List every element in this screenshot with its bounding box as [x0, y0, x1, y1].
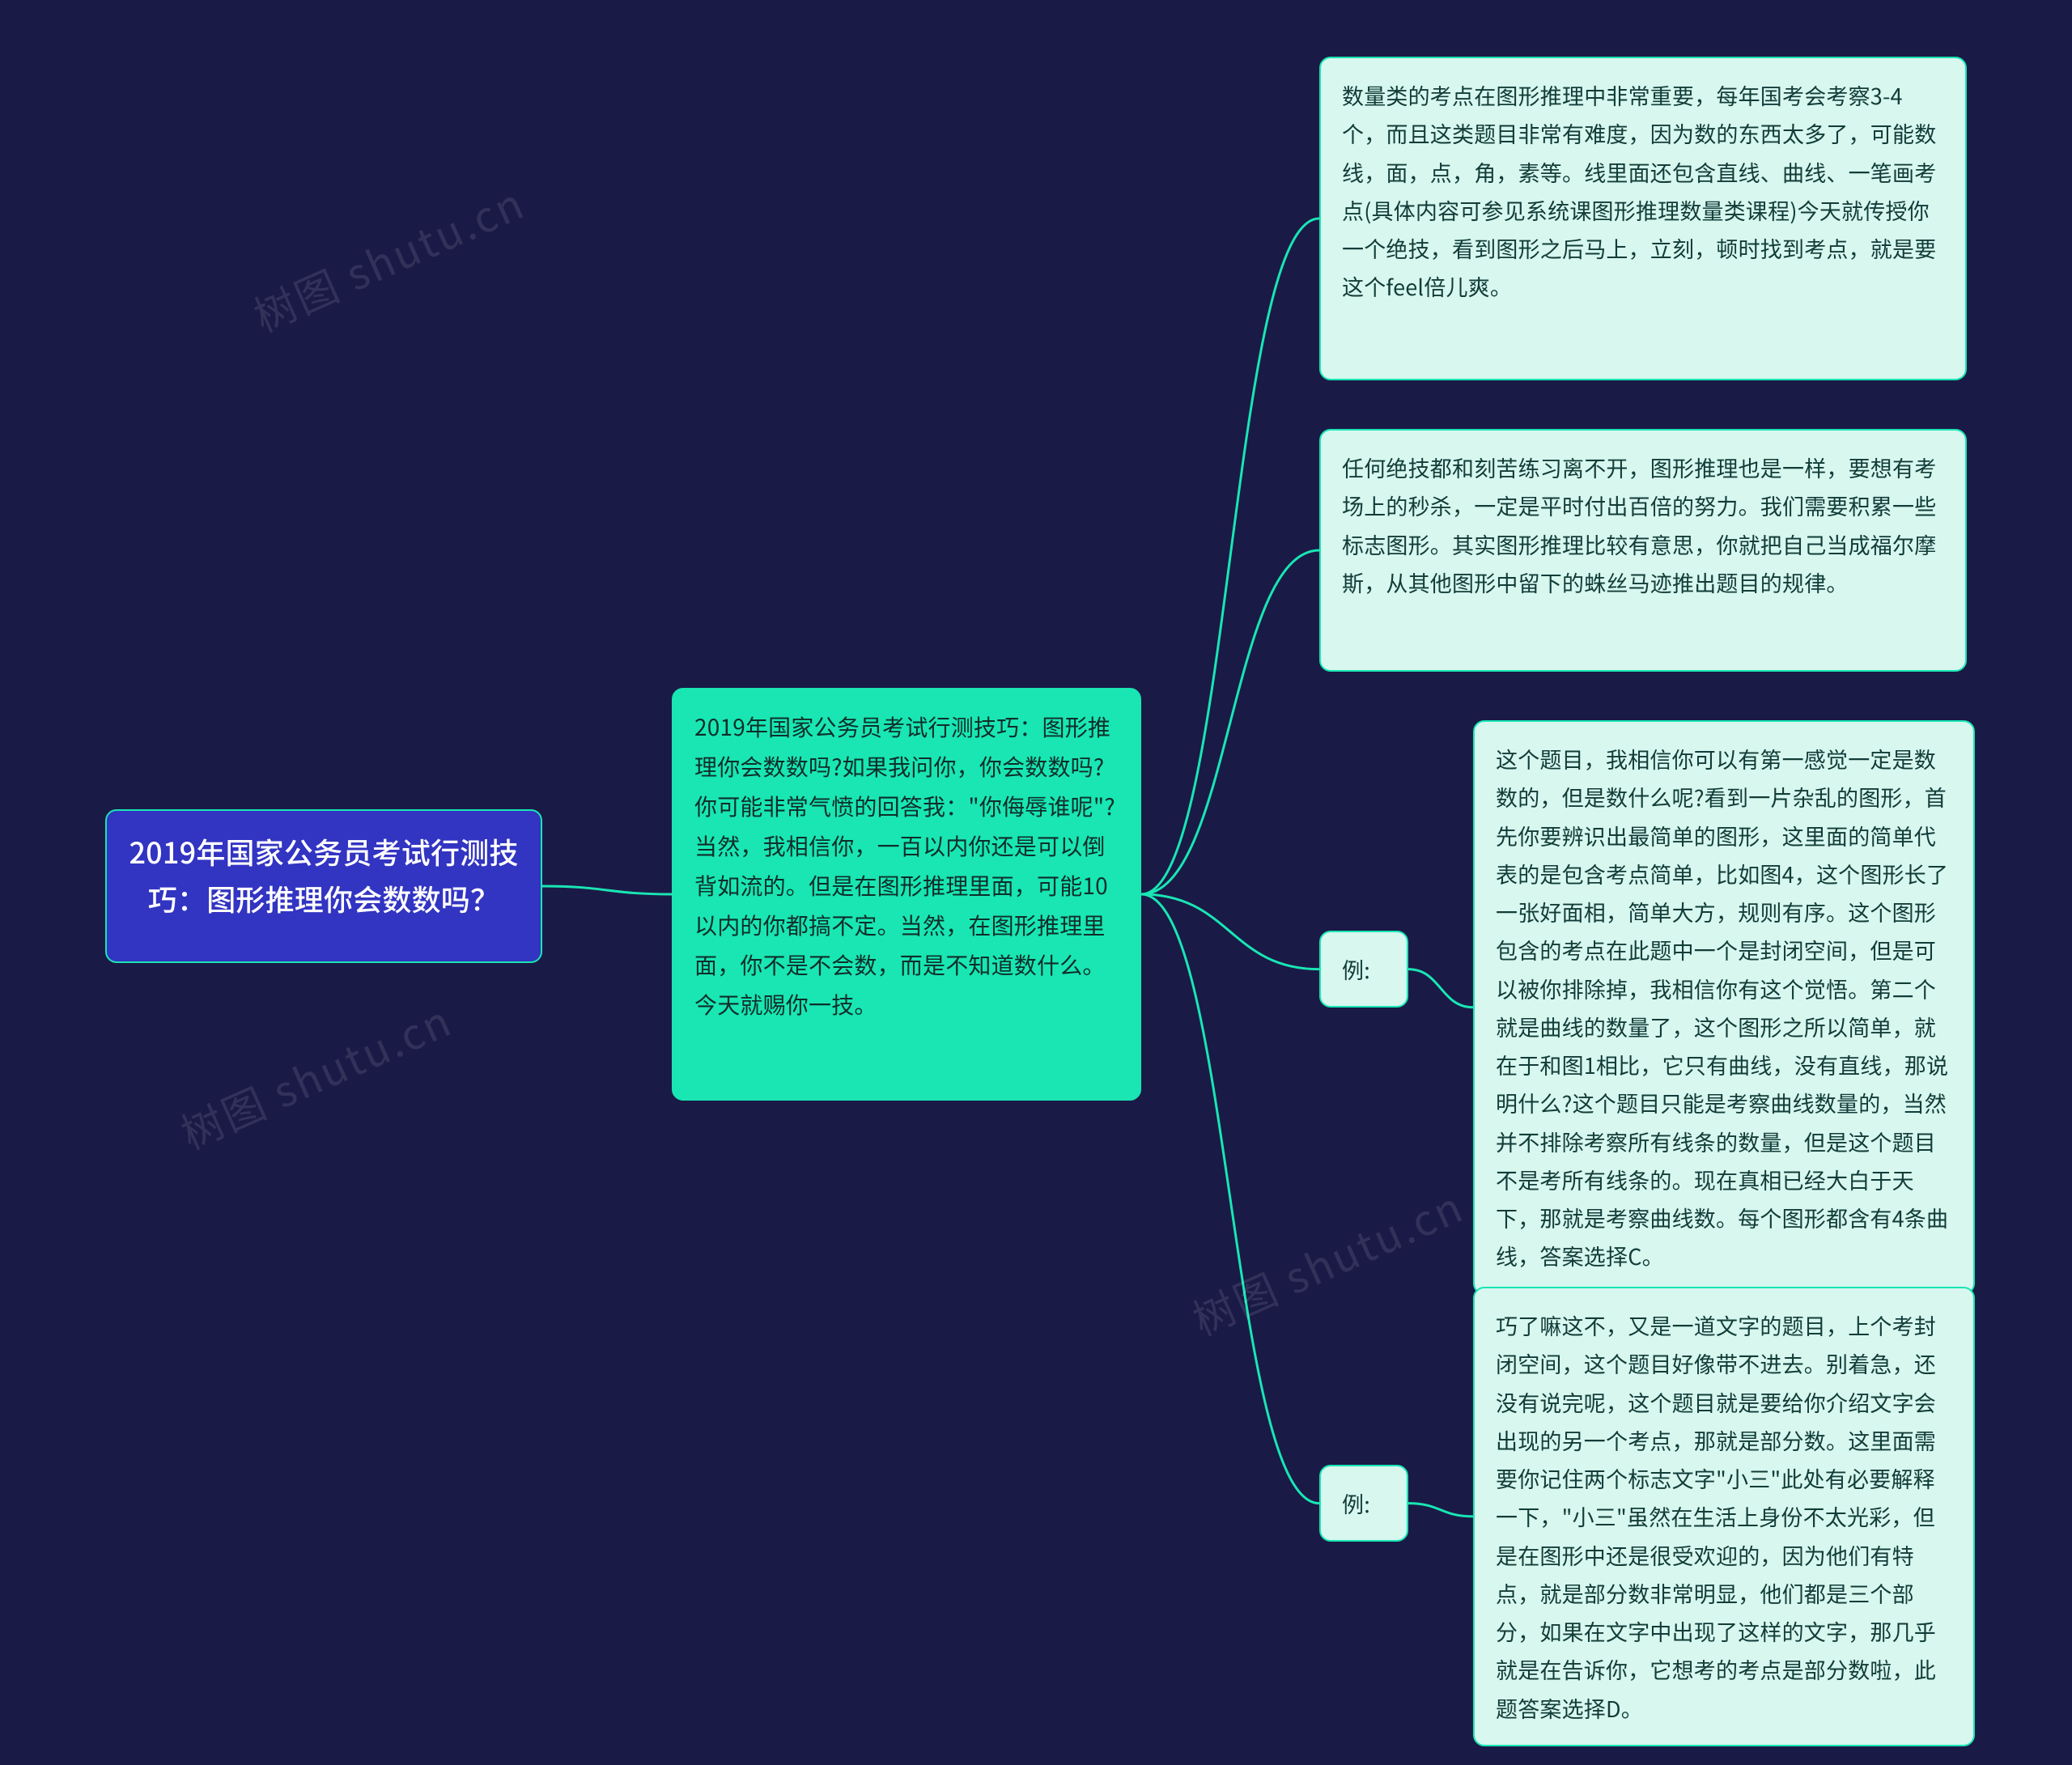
watermark: 树图 shutu.cn: [243, 170, 533, 344]
edge: [1408, 1504, 1473, 1517]
node-ex2[interactable]: 例:: [1319, 1465, 1408, 1542]
node-root[interactable]: 2019年国家公务员考试行测技巧：图形推理你会数数吗？: [105, 809, 542, 963]
edge: [1141, 219, 1319, 894]
node-leaf2[interactable]: 任何绝技都和刻苦练习离不开，图形推理也是一样，要想有考场上的秒杀，一定是平时付出…: [1319, 429, 1967, 672]
watermark: 树图 shutu.cn: [1182, 1173, 1472, 1347]
edge: [1141, 894, 1319, 969]
node-leaf4[interactable]: 巧了嘛这不，又是一道文字的题目，上个考封闭空间，这个题目好像带不进去。别着急，还…: [1473, 1287, 1975, 1746]
edge: [542, 886, 672, 894]
watermark: 树图 shutu.cn: [170, 987, 461, 1161]
node-leaf3[interactable]: 这个题目，我相信你可以有第一感觉一定是数数的，但是数什么呢?看到一片杂乱的图形，…: [1473, 720, 1975, 1295]
edge: [1408, 969, 1473, 1008]
edge: [1141, 550, 1319, 894]
node-sub[interactable]: 2019年国家公务员考试行测技巧：图形推理你会数数吗?如果我问你，你会数数吗?你…: [672, 688, 1141, 1101]
edge: [1141, 894, 1319, 1504]
node-leaf1[interactable]: 数量类的考点在图形推理中非常重要，每年国考会考察3-4个，而且这类题目非常有难度…: [1319, 57, 1967, 380]
mindmap-canvas: 树图 shutu.cn树图 shutu.cn树图 shutu.cn树图 shut…: [0, 0, 2072, 1765]
node-ex1[interactable]: 例:: [1319, 931, 1408, 1008]
